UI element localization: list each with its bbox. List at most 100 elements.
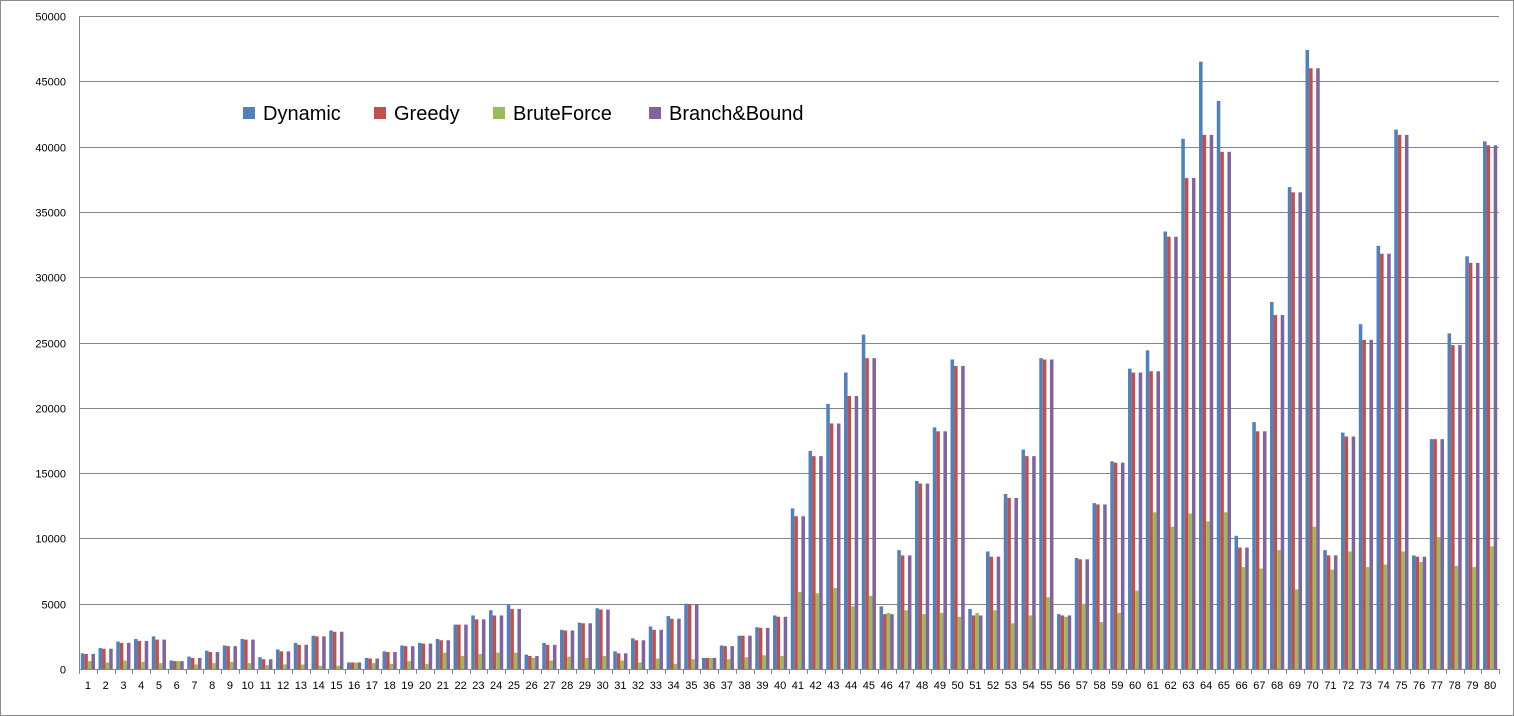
x-tick-label: 28 (561, 680, 573, 692)
bar-dynamic-72 (1341, 432, 1345, 669)
bar-greedy-75 (1397, 134, 1402, 670)
bar-greedy-64 (1202, 134, 1207, 670)
bar-bruteforce-49 (939, 612, 944, 669)
bar-bruteforce-13 (300, 664, 305, 669)
bar-bruteforce-50 (957, 616, 962, 669)
bar-dynamic-62 (1163, 231, 1168, 670)
bar-greedy-59 (1113, 462, 1118, 669)
x-tick-label: 51 (969, 680, 981, 692)
bar-bruteforce-26 (531, 657, 536, 669)
bar-dynamic-77 (1429, 439, 1434, 669)
bar-greedy-80 (1486, 145, 1491, 670)
bar-dynamic-64 (1199, 61, 1203, 669)
bar-dynamic-53 (1003, 494, 1008, 669)
bar-dynamic-43 (826, 403, 830, 669)
bar-branch-bound-9 (233, 646, 237, 669)
legend-label: BruteForce (513, 103, 612, 125)
x-tick-label: 42 (810, 680, 822, 692)
bar-branch-bound-53 (1014, 497, 1018, 669)
bar-greedy-40 (776, 616, 781, 669)
bar-dynamic-44 (844, 372, 848, 669)
bar-branch-bound-5 (162, 639, 166, 669)
x-tick-label: 13 (295, 680, 307, 692)
bar-greedy-1 (84, 653, 88, 669)
bar-bruteforce-10 (247, 663, 252, 669)
x-tick-label: 39 (756, 680, 768, 692)
bar-dynamic-28 (560, 629, 564, 669)
x-tick-label: 30 (597, 680, 609, 692)
bar-branch-bound-32 (641, 640, 646, 669)
bar-branch-bound-49 (943, 431, 947, 669)
x-tick-label: 38 (739, 680, 751, 692)
bar-bruteforce-4 (141, 661, 145, 669)
bar-branch-bound-71 (1333, 555, 1338, 669)
bar-branch-bound-44 (854, 396, 859, 669)
bar-branch-bound-69 (1298, 192, 1302, 669)
x-tick-label: 29 (579, 680, 591, 692)
x-tick-label: 80 (1484, 680, 1496, 692)
bar-branch-bound-8 (215, 652, 220, 669)
bar-bruteforce-34 (673, 663, 678, 669)
bar-bruteforce-69 (1294, 589, 1299, 669)
bar-dynamic-80 (1483, 141, 1487, 669)
bar-dynamic-66 (1234, 535, 1239, 669)
bar-greedy-63 (1184, 177, 1189, 669)
legend-swatch (243, 107, 255, 119)
bar-bruteforce-31 (620, 660, 624, 669)
bar-bruteforce-17 (371, 663, 376, 669)
bar-dynamic-65 (1216, 100, 1221, 669)
bar-dynamic-68 (1270, 302, 1274, 669)
bar-dynamic-37 (719, 645, 724, 669)
bar-bruteforce-51 (975, 612, 979, 669)
bar-bruteforce-53 (1010, 623, 1015, 669)
bar-branch-bound-27 (552, 644, 557, 669)
bar-dynamic-38 (737, 635, 742, 669)
bar-bruteforce-18 (389, 663, 394, 669)
bar-greedy-39 (758, 627, 763, 669)
bar-bruteforce-66 (1241, 567, 1246, 669)
bar-bruteforce-38 (744, 657, 749, 669)
bar-dynamic-19 (400, 645, 404, 669)
x-tick-label: 78 (1449, 680, 1461, 692)
bar-branch-bound-46 (890, 614, 894, 669)
bar-greedy-74 (1380, 253, 1384, 669)
bar-bruteforce-77 (1436, 537, 1441, 669)
y-tick-label: 40000 (35, 143, 66, 155)
x-tick-label: 22 (455, 680, 467, 692)
bar-greedy-25 (510, 608, 514, 669)
bar-branch-bound-14 (322, 636, 326, 669)
bar-branch-bound-25 (517, 608, 521, 669)
y-tick-label: 15000 (35, 469, 66, 481)
bar-branch-bound-29 (588, 623, 592, 669)
y-tick-label: 20000 (35, 404, 66, 416)
bar-branch-bound-65 (1227, 151, 1231, 669)
legend-swatch (493, 107, 505, 119)
bar-dynamic-9 (222, 645, 227, 669)
x-tick-label: 18 (384, 680, 396, 692)
bar-dynamic-12 (276, 649, 280, 669)
bar-greedy-34 (670, 618, 674, 669)
bar-branch-bound-45 (872, 358, 876, 669)
x-tick-label: 69 (1289, 680, 1301, 692)
bar-branch-bound-28 (570, 630, 575, 669)
x-tick-label: 79 (1466, 680, 1478, 692)
bar-bruteforce-15 (336, 665, 340, 669)
y-tick-label: 5000 (42, 600, 66, 612)
bar-branch-bound-48 (925, 483, 930, 669)
bar-bruteforce-32 (638, 662, 642, 669)
y-tick-label: 25000 (35, 339, 66, 351)
x-tick-label: 7 (191, 680, 197, 692)
bar-branch-bound-75 (1404, 134, 1409, 670)
bar-dynamic-46 (879, 606, 884, 669)
bar-branch-bound-68 (1280, 315, 1285, 669)
x-tick-label: 47 (898, 680, 910, 692)
x-tick-label: 8 (209, 680, 215, 692)
bar-dynamic-33 (648, 626, 653, 669)
bar-bruteforce-67 (1259, 568, 1263, 669)
bar-dynamic-6 (169, 660, 174, 669)
bar-dynamic-48 (915, 480, 919, 669)
bar-bruteforce-30 (602, 655, 607, 669)
x-tick-label: 68 (1271, 680, 1283, 692)
bar-dynamic-59 (1110, 461, 1114, 669)
bar-dynamic-34 (666, 616, 671, 669)
